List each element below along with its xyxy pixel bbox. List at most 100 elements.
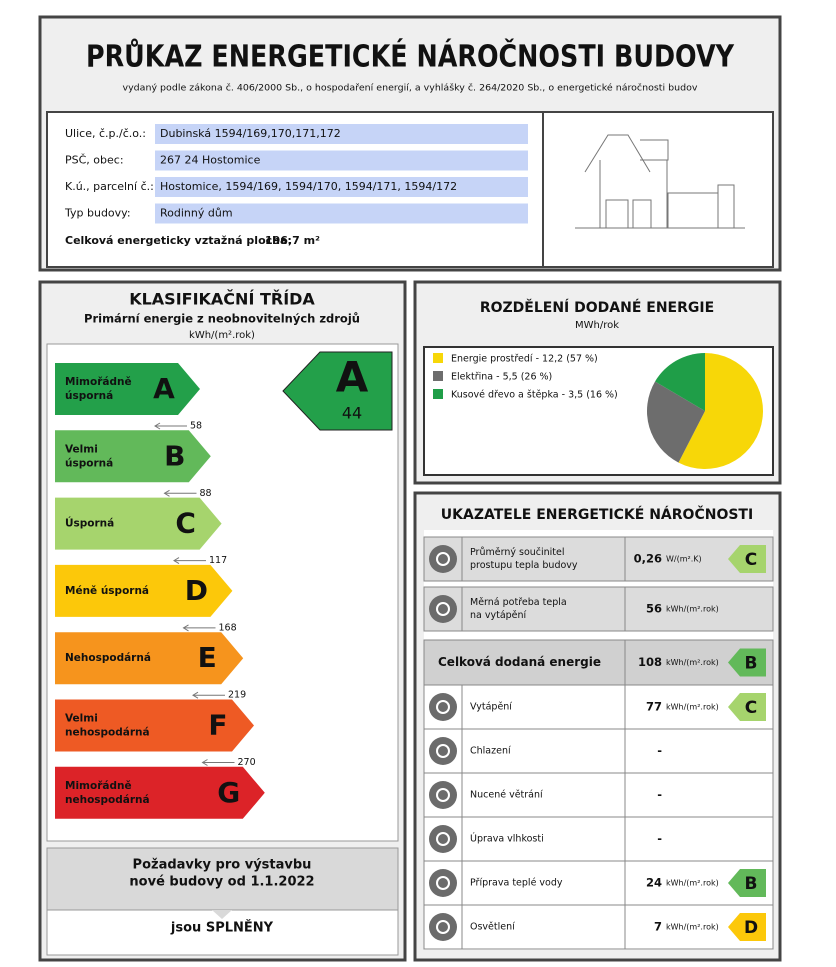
indicator-value: - — [657, 832, 662, 846]
class-badge-letter: D — [744, 918, 758, 938]
area-value: 196,7 m² — [265, 234, 320, 247]
class-label: Mimořádně — [65, 376, 132, 388]
indicator-label: Osvětlení — [470, 922, 515, 933]
class-label: Velmi — [65, 443, 98, 455]
indicator-label: Vytápění — [470, 702, 512, 713]
indicator-row — [423, 816, 774, 862]
threshold-arrowhead — [154, 422, 161, 430]
class-letter: G — [217, 776, 240, 809]
threshold-arrowhead — [182, 624, 189, 632]
row-icon — [429, 781, 457, 809]
indicator-unit: kWh/(m².rok) — [666, 658, 719, 667]
threshold-arrowhead — [192, 691, 199, 699]
class-badge — [728, 545, 766, 573]
class-letter: D — [185, 574, 208, 607]
row-icon-detail — [436, 788, 450, 802]
indicator-row — [423, 639, 774, 686]
pie-slice — [646, 381, 705, 463]
indicator-label: Průměrný součinitel — [470, 547, 565, 558]
class-badge — [728, 913, 766, 941]
house-drawing — [575, 134, 745, 229]
threshold-arrowhead — [173, 557, 180, 565]
row-icon — [429, 545, 457, 573]
result-arrow — [282, 351, 393, 431]
row-icon-detail — [436, 920, 450, 934]
class-arrow — [55, 564, 233, 617]
legend-label: Energie prostředí - 12,2 (57 %) — [451, 354, 598, 365]
result-class: A — [336, 353, 369, 402]
indicator-label: Nucené větrání — [470, 790, 543, 801]
indicator-label: na vytápění — [470, 610, 527, 621]
indicator-label: prostupu tepla budovy — [470, 560, 578, 571]
requirements-title: Požadavky pro výstavbu — [133, 858, 312, 873]
indicator-row — [423, 536, 774, 582]
info-value: 267 24 Hostomice — [160, 154, 261, 167]
class-label: Úsporná — [65, 517, 114, 530]
class-letter: A — [153, 372, 175, 405]
distribution-title: ROZDĚLENÍ DODANÉ ENERGIE — [480, 299, 714, 316]
row-icon-detail — [436, 832, 450, 846]
row-icon — [429, 693, 457, 721]
class-badge — [728, 648, 766, 677]
classification-title: KLASIFIKAČNÍ TŘÍDA — [129, 290, 315, 309]
row-icon-detail — [436, 744, 450, 758]
indicators-title: UKAZATELE ENERGETICKÉ NÁROČNOSTI — [441, 505, 753, 523]
class-badge-letter: C — [745, 550, 757, 570]
info-value: Hostomice, 1594/169, 1594/170, 1594/171,… — [160, 180, 457, 193]
requirements-head — [46, 847, 399, 911]
row-icon — [429, 825, 457, 853]
row-icon-detail — [436, 552, 450, 566]
indicator-label: Měrná potřeba tepla — [470, 597, 567, 608]
indicator-row — [423, 684, 774, 730]
row-icon — [429, 913, 457, 941]
row-icon — [429, 869, 457, 897]
info-label: Typ budovy: — [64, 207, 131, 220]
value-box — [155, 177, 528, 197]
indicator-label: Celková dodaná energie — [438, 655, 601, 669]
area-label: Celková energeticky vztažná plocha: — [65, 234, 292, 247]
info-value: Rodinný dům — [160, 207, 233, 220]
class-letter: C — [175, 507, 196, 540]
legend-swatch — [433, 389, 443, 399]
result-value: 44 — [342, 404, 362, 423]
class-arrow — [55, 430, 211, 483]
document-title: PRŮKAZ ENERGETICKÉ NÁROČNOSTI BUDOVY — [86, 38, 735, 75]
indicator-value: 56 — [646, 602, 662, 616]
legend-swatch — [433, 353, 443, 363]
row-icon — [429, 737, 457, 765]
class-label: Mimořádně — [65, 780, 132, 792]
class-label: Velmi — [65, 713, 98, 725]
indicator-unit: kWh/(m².rok) — [666, 923, 719, 932]
indicator-value: - — [657, 744, 662, 758]
threshold-value: 117 — [209, 555, 227, 566]
requirements-title: nové budovy od 1.1.2022 — [129, 875, 314, 890]
class-badge-letter: B — [745, 874, 758, 894]
indicator-unit: kWh/(m².rok) — [666, 605, 719, 614]
legend-swatch — [433, 371, 443, 381]
requirements-pointer — [212, 910, 232, 919]
indicator-label: Chlazení — [470, 746, 511, 757]
threshold-value: 219 — [228, 690, 246, 701]
row-icon-detail — [436, 876, 450, 890]
value-box — [155, 150, 528, 171]
indicator-value: 108 — [638, 655, 662, 669]
value-box — [155, 203, 528, 224]
row-icon-detail — [436, 602, 450, 616]
value-box — [155, 124, 528, 144]
pie-slice — [655, 353, 705, 411]
info-label: Ulice, č.p./č.o.: — [65, 127, 146, 140]
threshold-arrowhead — [163, 489, 170, 497]
class-arrow — [55, 497, 222, 550]
class-letter: B — [164, 439, 185, 472]
threshold-value: 88 — [200, 488, 212, 499]
info-label: PSČ, obec: — [65, 154, 124, 167]
classification-subtitle: Primární energie z neobnovitelných zdroj… — [84, 312, 360, 326]
indicator-row — [423, 904, 774, 950]
distribution-unit: MWh/rok — [575, 320, 619, 331]
classification-unit: kWh/(m².rok) — [189, 330, 255, 341]
info-value: Dubinská 1594/169,170,171,172 — [160, 127, 341, 140]
info-label: K.ú., parcelní č.: — [65, 180, 154, 193]
indicator-unit: kWh/(m².rok) — [666, 703, 719, 712]
indicator-unit: W/(m².K) — [666, 555, 702, 564]
